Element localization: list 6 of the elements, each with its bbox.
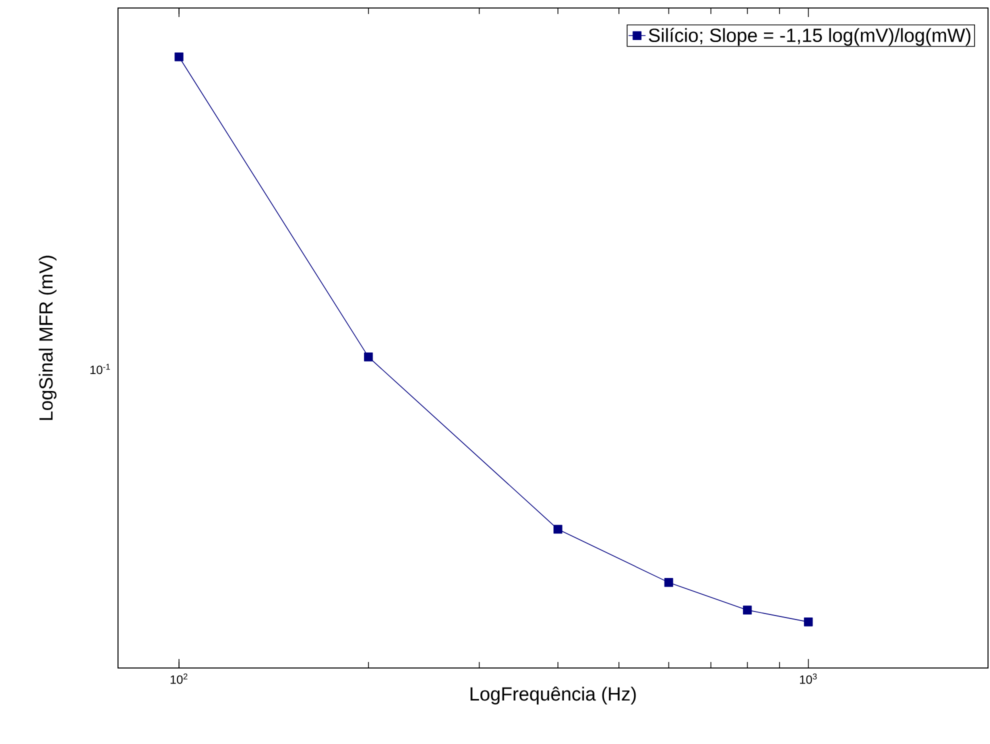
x-axis-title: LogFrequência (Hz) <box>470 686 636 704</box>
text: 10$^{-1}$ <box>90 364 110 374</box>
x-tick-label: 10$^{2}$ <box>170 674 188 684</box>
y-axis-title: LogSinal MFR (mV) <box>38 256 56 420</box>
x-tick-label: 10$^{3}$ <box>800 674 817 684</box>
legend-label: Silício; Slope = -1,15 log(mV)/log(mW) <box>648 28 970 46</box>
